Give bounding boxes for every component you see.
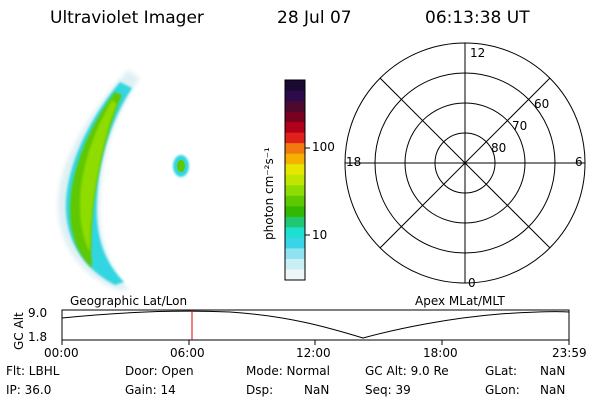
door-info: Door: Open bbox=[125, 364, 194, 378]
mlt-label-0: 0 bbox=[468, 276, 476, 290]
glat-label: GLat: bbox=[485, 364, 518, 378]
colorbar bbox=[285, 80, 305, 281]
mlt-label-18: 18 bbox=[346, 155, 362, 169]
seq-info: Seq: 39 bbox=[365, 383, 411, 397]
time-label: 06:13:38 UT bbox=[425, 8, 530, 28]
mode-info: Mode: Normal bbox=[246, 364, 330, 378]
colorbar-segment bbox=[285, 111, 305, 123]
colorbar-segment bbox=[285, 206, 305, 218]
coord-right-label: Apex MLat/MLT bbox=[415, 294, 505, 308]
colorbar-segment bbox=[285, 80, 305, 92]
colorbar-segment bbox=[285, 174, 305, 186]
colorbar-segment bbox=[285, 90, 305, 102]
dsp-label: Dsp: bbox=[246, 383, 274, 397]
glon-value: NaN bbox=[540, 383, 566, 397]
colorbar-segment bbox=[285, 227, 305, 239]
flt-info: Flt: LBHL bbox=[6, 364, 60, 378]
altitude-curve bbox=[61, 310, 570, 339]
x-tick-2359: 23:59 bbox=[552, 346, 587, 360]
lat-label-70: 70 bbox=[512, 119, 528, 133]
colorbar-segment bbox=[285, 237, 305, 249]
colorbar-segment bbox=[285, 122, 305, 134]
instrument-title: Ultraviolet Imager bbox=[50, 8, 204, 28]
colorbar-unit-label: photon cm⁻²s⁻¹ bbox=[262, 147, 276, 240]
colorbar-segment bbox=[285, 143, 305, 155]
colorbar-frame bbox=[284, 79, 306, 281]
colorbar-label-10: 10 bbox=[312, 228, 328, 242]
lat-label-80: 80 bbox=[491, 141, 507, 155]
glon-label: GLon: bbox=[485, 383, 520, 397]
colorbar-segment bbox=[285, 164, 305, 176]
gc-alt-info: GC Alt: 9.0 Re bbox=[365, 364, 449, 378]
colorbar-label-100: 100 bbox=[312, 140, 335, 154]
colorbar-segment bbox=[285, 153, 305, 165]
x-tick-0000: 00:00 bbox=[44, 346, 79, 360]
ip-info: IP: 36.0 bbox=[6, 383, 52, 397]
mlt-label-12: 12 bbox=[470, 46, 486, 60]
colorbar-segment bbox=[285, 185, 305, 197]
glat-value: NaN bbox=[540, 364, 566, 378]
coord-left-label: Geographic Lat/Lon bbox=[70, 294, 188, 308]
colorbar-segment bbox=[285, 248, 305, 260]
x-tick-0600: 06:00 bbox=[170, 346, 205, 360]
y-tick-9: 9.0 bbox=[28, 306, 48, 320]
colorbar-segment bbox=[285, 269, 305, 281]
aurora-spot-core bbox=[177, 160, 185, 172]
colorbar-segment bbox=[285, 258, 305, 270]
polar-grid bbox=[344, 42, 586, 284]
colorbar-segment bbox=[285, 195, 305, 207]
date-label: 28 Jul 07 bbox=[277, 8, 352, 28]
aurora-bright-arc bbox=[80, 100, 117, 252]
y-tick-1-8: 1.8 bbox=[28, 330, 48, 344]
polar-diag-2 bbox=[379, 77, 551, 249]
timeline-axis-title: GC Alt bbox=[12, 312, 26, 350]
dsp-value: NaN bbox=[304, 383, 330, 397]
colorbar-segment bbox=[285, 101, 305, 113]
gain-info: Gain: 14 bbox=[125, 383, 176, 397]
colorbar-segment bbox=[285, 216, 305, 228]
x-tick-1200: 12:00 bbox=[296, 346, 331, 360]
mlt-label-6: 6 bbox=[575, 155, 583, 169]
lat-label-60: 60 bbox=[534, 97, 550, 111]
colorbar-segment bbox=[285, 132, 305, 144]
x-tick-1800: 18:00 bbox=[423, 346, 458, 360]
